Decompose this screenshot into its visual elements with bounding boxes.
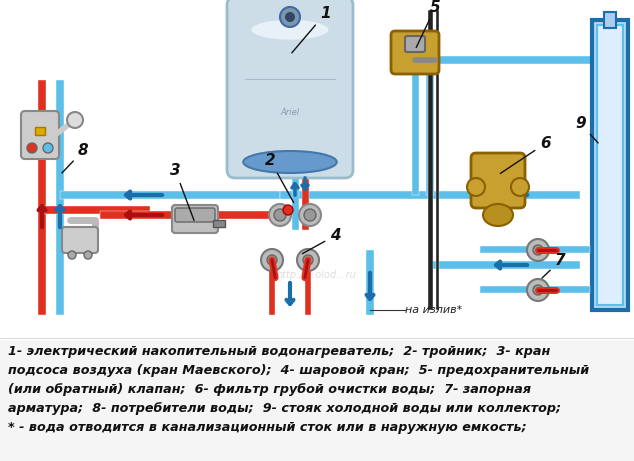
Text: на излив*: на излив* xyxy=(405,305,462,315)
Circle shape xyxy=(511,178,529,196)
Circle shape xyxy=(303,255,313,265)
Text: * - вода отводится в канализационный сток или в наружную емкость;: * - вода отводится в канализационный сто… xyxy=(8,421,527,434)
FancyBboxPatch shape xyxy=(391,31,439,74)
Circle shape xyxy=(269,204,291,226)
Bar xyxy=(0,340,634,461)
Bar xyxy=(480,247,528,254)
Bar xyxy=(548,247,590,254)
Text: арматура;  8- потребители воды;  9- стояк холодной воды или коллектор;: арматура; 8- потребители воды; 9- стояк … xyxy=(8,402,561,415)
Text: 1- электрический накопительный водонагреватель;  2- тройник;  3- кран: 1- электрический накопительный водонагре… xyxy=(8,345,550,358)
Bar xyxy=(292,170,299,230)
Circle shape xyxy=(67,112,83,128)
Text: 9: 9 xyxy=(575,116,598,143)
Circle shape xyxy=(527,239,549,261)
Text: 4: 4 xyxy=(302,228,340,254)
Circle shape xyxy=(27,143,37,153)
FancyBboxPatch shape xyxy=(471,153,525,208)
Text: 7: 7 xyxy=(542,253,566,278)
Circle shape xyxy=(527,279,549,301)
Text: 5: 5 xyxy=(416,0,441,47)
Text: 2: 2 xyxy=(265,153,294,202)
Bar xyxy=(480,286,528,294)
Text: (или обратный) клапан;  6- фильтр грубой очистки воды;  7- запорная: (или обратный) клапан; 6- фильтр грубой … xyxy=(8,383,531,396)
FancyBboxPatch shape xyxy=(62,227,98,253)
Text: Ariel: Ariel xyxy=(280,108,299,117)
FancyBboxPatch shape xyxy=(175,208,215,222)
FancyBboxPatch shape xyxy=(227,0,353,178)
Circle shape xyxy=(274,209,286,221)
Bar xyxy=(213,220,225,227)
Text: 6: 6 xyxy=(500,136,550,173)
Circle shape xyxy=(533,245,543,255)
Bar xyxy=(38,80,46,315)
Bar xyxy=(548,286,590,294)
Bar xyxy=(302,170,309,230)
Bar xyxy=(430,56,600,64)
Circle shape xyxy=(43,143,53,153)
Text: 1: 1 xyxy=(292,6,330,53)
Text: 3: 3 xyxy=(170,163,194,220)
Bar xyxy=(305,270,311,315)
Bar xyxy=(0,0,634,340)
Bar xyxy=(430,261,580,269)
Circle shape xyxy=(299,204,321,226)
Bar xyxy=(56,80,64,315)
Circle shape xyxy=(467,178,485,196)
Bar xyxy=(269,270,275,315)
Bar xyxy=(604,12,616,28)
Circle shape xyxy=(261,249,283,271)
Ellipse shape xyxy=(243,151,337,173)
Bar xyxy=(597,25,623,305)
FancyBboxPatch shape xyxy=(405,36,425,52)
Text: http://...olod...ru: http://...olod...ru xyxy=(277,270,357,280)
Ellipse shape xyxy=(483,204,513,226)
Bar xyxy=(427,10,432,310)
Circle shape xyxy=(283,205,293,215)
Bar xyxy=(100,211,280,219)
Circle shape xyxy=(297,249,319,271)
Bar xyxy=(35,127,45,135)
Circle shape xyxy=(68,251,76,259)
Bar xyxy=(426,60,434,195)
FancyBboxPatch shape xyxy=(172,205,218,233)
Bar xyxy=(280,191,430,199)
Bar xyxy=(411,70,418,195)
Circle shape xyxy=(84,251,92,259)
Circle shape xyxy=(267,255,277,265)
Bar xyxy=(430,191,580,199)
Circle shape xyxy=(533,285,543,295)
Circle shape xyxy=(304,209,316,221)
Bar xyxy=(42,206,150,214)
Text: 8: 8 xyxy=(62,143,89,173)
Bar xyxy=(592,20,628,310)
Bar xyxy=(60,191,280,199)
Circle shape xyxy=(285,12,295,22)
Ellipse shape xyxy=(252,20,328,40)
Text: подсоса воздуха (кран Маевского);  4- шаровой кран;  5- предохранительный: подсоса воздуха (кран Маевского); 4- шар… xyxy=(8,364,589,377)
FancyBboxPatch shape xyxy=(21,111,59,159)
Circle shape xyxy=(280,7,300,27)
Bar xyxy=(366,250,374,315)
Bar xyxy=(436,10,439,310)
